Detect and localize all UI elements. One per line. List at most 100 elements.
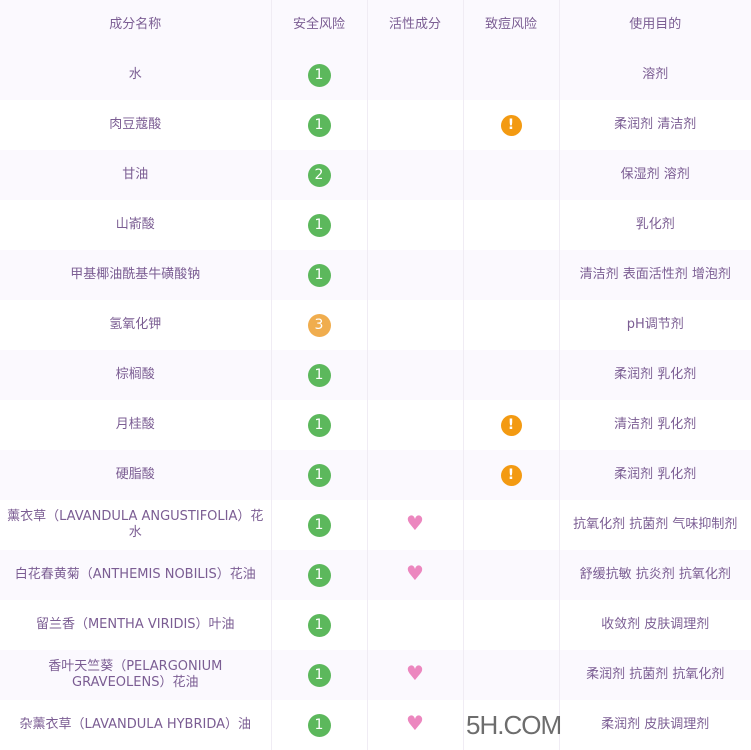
safety-cell: 1 <box>270 600 367 650</box>
safety-cell: 1 <box>270 700 367 750</box>
acne-cell <box>462 700 559 750</box>
purpose-cell: 柔润剂 乳化剂 <box>558 450 751 500</box>
table-row[interactable]: 甘油 2 保湿剂 溶剂 <box>0 150 751 200</box>
acne-cell <box>462 300 559 350</box>
active-cell <box>366 200 463 250</box>
safety-badge: 1 <box>307 63 331 87</box>
ingredient-name[interactable]: 氢氧化钾 <box>109 317 162 332</box>
safety-cell: 1 <box>270 650 367 700</box>
col-purpose: 使用目的 <box>558 0 751 50</box>
table-row[interactable]: 杂薰衣草（LAVANDULA HYBRIDA）油 1 ♥ 柔润剂 皮肤调理剂 <box>0 700 751 750</box>
acne-cell <box>462 250 559 300</box>
active-cell: ♥ <box>366 550 463 600</box>
warning-icon: ! <box>500 414 522 436</box>
safety-cell: 1 <box>270 550 367 600</box>
safety-cell: 2 <box>270 150 367 200</box>
active-cell: ♥ <box>366 650 463 700</box>
purpose-cell: 抗氧化剂 抗菌剂 气味抑制剂 <box>558 500 751 550</box>
purpose-cell: 乳化剂 <box>558 200 751 250</box>
purpose-cell: 柔润剂 抗菌剂 抗氧化剂 <box>558 650 751 700</box>
acne-cell <box>462 150 559 200</box>
safety-cell: 1 <box>270 100 367 150</box>
active-cell <box>366 250 463 300</box>
safety-cell: 1 <box>270 250 367 300</box>
safety-badge: 1 <box>307 213 331 237</box>
ingredient-name[interactable]: 肉豆蔻酸 <box>109 117 162 132</box>
active-cell <box>366 100 463 150</box>
heart-icon: ♥ <box>406 511 424 535</box>
purpose-cell: 溶剂 <box>558 50 751 100</box>
table-row[interactable]: 留兰香（MENTHA VIRIDIS）叶油 1 收敛剂 皮肤调理剂 <box>0 600 751 650</box>
table-row[interactable]: 山嵛酸 1 乳化剂 <box>0 200 751 250</box>
safety-cell: 1 <box>270 50 367 100</box>
col-acne: 致痘风险 <box>462 0 559 50</box>
purpose-cell: pH调节剂 <box>558 300 751 350</box>
table-row[interactable]: 氢氧化钾 3 pH调节剂 <box>0 300 751 350</box>
purpose-cell: 柔润剂 清洁剂 <box>558 100 751 150</box>
heart-icon: ♥ <box>406 561 424 585</box>
safety-cell: 1 <box>270 200 367 250</box>
ingredient-name[interactable]: 留兰香（MENTHA VIRIDIS）叶油 <box>35 617 235 632</box>
safety-badge: 1 <box>307 613 331 637</box>
table-row[interactable]: 月桂酸 1 ! 清洁剂 乳化剂 <box>0 400 751 450</box>
safety-badge: 1 <box>307 513 331 537</box>
safety-badge: 1 <box>307 713 331 737</box>
safety-badge: 3 <box>307 313 331 337</box>
purpose-cell: 清洁剂 乳化剂 <box>558 400 751 450</box>
purpose-cell: 柔润剂 皮肤调理剂 <box>558 700 751 750</box>
col-safety: 安全风险 <box>270 0 367 50</box>
ingredient-name[interactable]: 硬脂酸 <box>115 467 155 482</box>
table-row[interactable]: 水 1 溶剂 <box>0 50 751 100</box>
acne-cell: ! <box>462 450 559 500</box>
acne-cell <box>462 350 559 400</box>
heart-icon: ♥ <box>406 661 424 685</box>
safety-badge: 1 <box>307 413 331 437</box>
acne-cell <box>462 550 559 600</box>
acne-cell: ! <box>462 400 559 450</box>
table-row[interactable]: 硬脂酸 1 ! 柔润剂 乳化剂 <box>0 450 751 500</box>
purpose-cell: 保湿剂 溶剂 <box>558 150 751 200</box>
active-cell: ♥ <box>366 500 463 550</box>
col-name: 成分名称 <box>109 17 162 32</box>
ingredient-name[interactable]: 白花春黄菊（ANTHEMIS NOBILIS）花油 <box>14 567 256 582</box>
table-row[interactable]: 肉豆蔻酸 1 ! 柔润剂 清洁剂 <box>0 100 751 150</box>
table-row[interactable]: 棕榈酸 1 柔润剂 乳化剂 <box>0 350 751 400</box>
ingredient-name[interactable]: 杂薰衣草（LAVANDULA HYBRIDA）油 <box>19 717 252 732</box>
safety-cell: 3 <box>270 300 367 350</box>
active-cell <box>366 150 463 200</box>
ingredient-name[interactable]: 甘油 <box>122 167 149 182</box>
col-active: 活性成分 <box>366 0 463 50</box>
purpose-cell: 收敛剂 皮肤调理剂 <box>558 600 751 650</box>
warning-icon: ! <box>500 464 522 486</box>
table-row[interactable]: 白花春黄菊（ANTHEMIS NOBILIS）花油 1 ♥ 舒缓抗敏 抗炎剂 抗… <box>0 550 751 600</box>
table-header: 成分名称 安全风险 活性成分 致痘风险 使用目的 <box>0 0 751 50</box>
table-row[interactable]: 甲基椰油酰基牛磺酸钠 1 清洁剂 表面活性剂 增泡剂 <box>0 250 751 300</box>
safety-badge: 1 <box>307 263 331 287</box>
ingredient-name[interactable]: 香叶天竺葵（PELARGONIUM GRAVEOLENS）花油 <box>48 659 223 690</box>
safety-badge: 1 <box>307 663 331 687</box>
safety-badge: 1 <box>307 563 331 587</box>
table-row[interactable]: 薰衣草（LAVANDULA ANGUSTIFOLIA）花水 1 ♥ 抗氧化剂 抗… <box>0 500 751 550</box>
acne-cell <box>462 50 559 100</box>
ingredient-name[interactable]: 山嵛酸 <box>115 217 155 232</box>
safety-badge: 2 <box>307 163 331 187</box>
table-row[interactable]: 香叶天竺葵（PELARGONIUM GRAVEOLENS）花油 1 ♥ 柔润剂 … <box>0 650 751 700</box>
active-cell <box>366 350 463 400</box>
acne-cell <box>462 500 559 550</box>
heart-icon: ♥ <box>406 711 424 735</box>
acne-cell: ! <box>462 100 559 150</box>
ingredient-name[interactable]: 甲基椰油酰基牛磺酸钠 <box>70 267 201 282</box>
ingredient-name[interactable]: 薰衣草（LAVANDULA ANGUSTIFOLIA）花水 <box>7 509 264 540</box>
ingredient-name[interactable]: 棕榈酸 <box>115 367 155 382</box>
safety-cell: 1 <box>270 500 367 550</box>
active-cell <box>366 600 463 650</box>
purpose-cell: 柔润剂 乳化剂 <box>558 350 751 400</box>
active-cell <box>366 450 463 500</box>
safety-cell: 1 <box>270 400 367 450</box>
safety-cell: 1 <box>270 350 367 400</box>
ingredient-name[interactable]: 水 <box>128 67 142 82</box>
ingredient-name[interactable]: 月桂酸 <box>115 417 155 432</box>
active-cell <box>366 300 463 350</box>
active-cell <box>366 400 463 450</box>
